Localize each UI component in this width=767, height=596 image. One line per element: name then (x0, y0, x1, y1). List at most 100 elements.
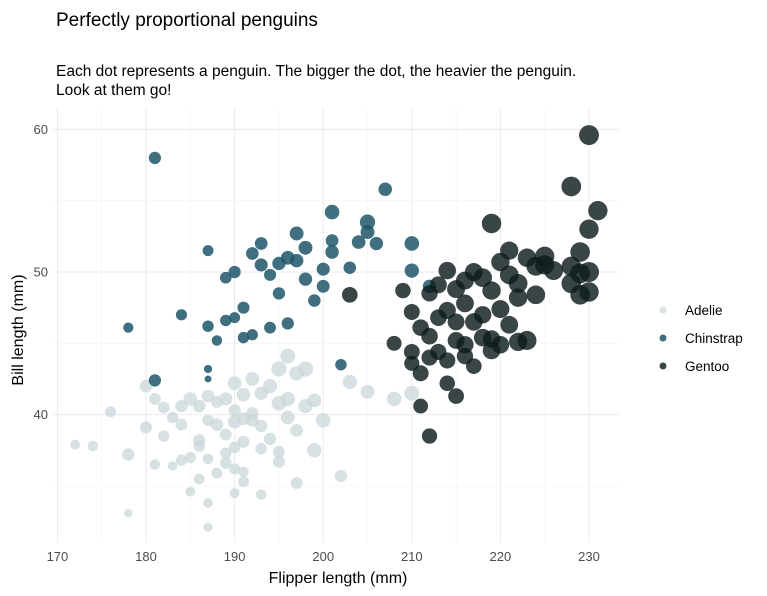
x-axis-ticks: 170 180 190 200 210 220 230 (47, 549, 600, 564)
point-gentoo (491, 300, 510, 319)
point-adelie (175, 418, 188, 431)
point-adelie (315, 413, 331, 428)
point-adelie (280, 410, 295, 425)
point-adelie (229, 463, 241, 475)
point-adelie (237, 476, 249, 488)
point-adelie (192, 399, 206, 413)
point-adelie (87, 440, 99, 452)
point-gentoo (429, 276, 447, 294)
point-gentoo (439, 375, 455, 392)
point-adelie (236, 387, 251, 402)
point-gentoo (447, 313, 465, 331)
point-gentoo (508, 332, 528, 352)
y-axis-ticks: 40 50 60 (34, 122, 48, 422)
point-gentoo (588, 201, 608, 221)
point-adelie (122, 448, 135, 461)
point-chinstrap (202, 320, 214, 332)
point-chinstrap (325, 234, 339, 247)
point-adelie (272, 445, 285, 458)
point-gentoo (386, 335, 402, 351)
point-chinstrap (254, 237, 268, 250)
point-adelie (158, 430, 170, 442)
point-chinstrap (175, 309, 188, 321)
x-tick-label: 180 (135, 549, 157, 564)
point-adelie (238, 466, 249, 477)
series-gentoo (341, 125, 608, 444)
data-points (70, 125, 608, 532)
point-adelie (307, 443, 322, 458)
point-chinstrap (298, 272, 313, 286)
point-gentoo (404, 355, 420, 371)
point-adelie (262, 378, 278, 394)
point-chinstrap (219, 271, 232, 284)
point-chinstrap (316, 279, 330, 293)
point-adelie (105, 406, 117, 418)
point-gentoo (500, 315, 519, 334)
point-adelie (139, 379, 153, 393)
point-chinstrap (351, 235, 366, 249)
point-chinstrap (289, 253, 304, 268)
x-tick-label: 220 (490, 549, 512, 564)
point-adelie (386, 391, 402, 407)
point-adelie (220, 447, 232, 459)
point-chinstrap (246, 329, 258, 341)
point-adelie (203, 498, 213, 508)
point-gentoo (448, 388, 465, 404)
point-chinstrap (264, 268, 277, 281)
point-chinstrap (316, 262, 330, 276)
point-adelie (263, 432, 277, 446)
point-adelie (246, 407, 259, 420)
point-gentoo (482, 281, 501, 300)
point-chinstrap (324, 204, 340, 220)
point-gentoo (456, 348, 474, 365)
point-gentoo (508, 274, 528, 293)
point-adelie (219, 392, 233, 406)
point-gentoo (395, 282, 411, 299)
point-gentoo (403, 303, 420, 320)
y-tick-label: 50 (34, 265, 48, 280)
point-adelie (124, 508, 133, 518)
x-tick-label: 230 (578, 549, 600, 564)
point-adelie (228, 404, 241, 417)
point-chinstrap (220, 314, 232, 327)
point-chinstrap (148, 151, 162, 165)
point-gentoo (578, 262, 599, 283)
point-adelie (211, 467, 223, 479)
point-gentoo (341, 287, 358, 303)
point-adelie (193, 440, 206, 452)
point-chinstrap (281, 317, 294, 330)
point-adelie (149, 459, 161, 470)
x-tick-label: 190 (224, 549, 246, 564)
point-chinstrap (404, 263, 419, 278)
point-adelie (193, 473, 205, 485)
point-adelie (227, 376, 242, 391)
point-chinstrap (404, 236, 420, 251)
point-adelie (254, 419, 268, 433)
legend-key-chinstrap (659, 334, 667, 342)
point-chinstrap (289, 226, 304, 241)
point-gentoo (473, 306, 492, 324)
point-gentoo (421, 428, 438, 444)
point-gentoo (561, 176, 582, 197)
point-adelie (290, 423, 303, 437)
point-adelie (166, 411, 179, 424)
series-adelie (70, 348, 420, 532)
point-chinstrap (308, 294, 321, 307)
gridlines (53, 108, 620, 543)
legend: Adelie Chinstrap Gentoo (659, 303, 743, 374)
point-adelie (272, 455, 286, 468)
point-chinstrap (325, 245, 339, 259)
point-adelie (183, 392, 198, 406)
point-adelie (290, 477, 303, 490)
point-gentoo (508, 288, 528, 307)
point-gentoo (412, 365, 429, 382)
x-tick-label: 200 (312, 549, 334, 564)
point-adelie (139, 421, 153, 434)
legend-key-adelie (659, 306, 667, 314)
point-chinstrap (237, 331, 250, 344)
legend-label-gentoo: Gentoo (685, 359, 729, 374)
point-adelie (228, 441, 241, 454)
x-tick-label: 170 (47, 549, 69, 564)
point-adelie (184, 451, 197, 464)
